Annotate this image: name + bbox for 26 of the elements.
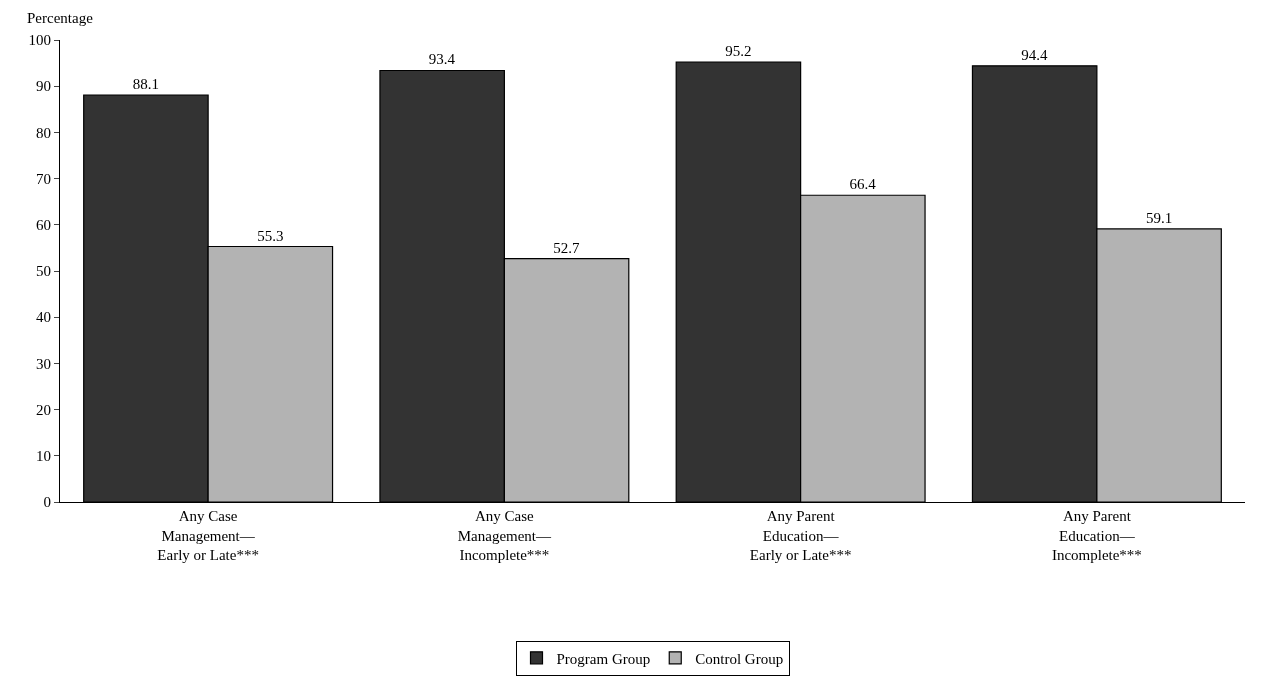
y-tick-label: 90 [36, 78, 51, 95]
y-tick-label: 20 [36, 401, 51, 418]
data-label: 88.1 [132, 75, 160, 92]
x-tick-label: Any Case Management— Incomplete*** [457, 508, 553, 563]
data-label: 95.2 [725, 43, 752, 60]
data-label: 52.7 [553, 239, 580, 256]
y-tick-label: 10 [36, 448, 51, 465]
data-label: 66.4 [849, 176, 877, 193]
y-tick-label: 30 [36, 355, 51, 372]
legend-label: Control Group [695, 650, 784, 667]
y-tick-label: 50 [36, 263, 51, 280]
y-tick-label: 40 [36, 309, 51, 326]
legend-label: Program Group [556, 650, 651, 667]
y-tick-label: 0 [43, 494, 51, 511]
x-tick-label: Any Parent Education— Incomplete*** [1051, 508, 1142, 563]
y-tick-label: 80 [36, 124, 51, 141]
x-tick-label: Any Case Management— Early or Late*** [157, 508, 259, 563]
data-label: 94.4 [1021, 46, 1049, 63]
y-tick-label: 60 [36, 217, 51, 234]
x-tick-label: Any Parent Education— Early or Late*** [749, 508, 852, 563]
data-label: 55.3 [257, 227, 284, 244]
y-tick-label: 100 [28, 32, 51, 49]
data-label: 59.1 [1145, 209, 1173, 226]
y-tick-label: 70 [36, 170, 51, 187]
data-label: 93.4 [428, 51, 456, 68]
y-axis-title: Percentage [27, 10, 94, 26]
